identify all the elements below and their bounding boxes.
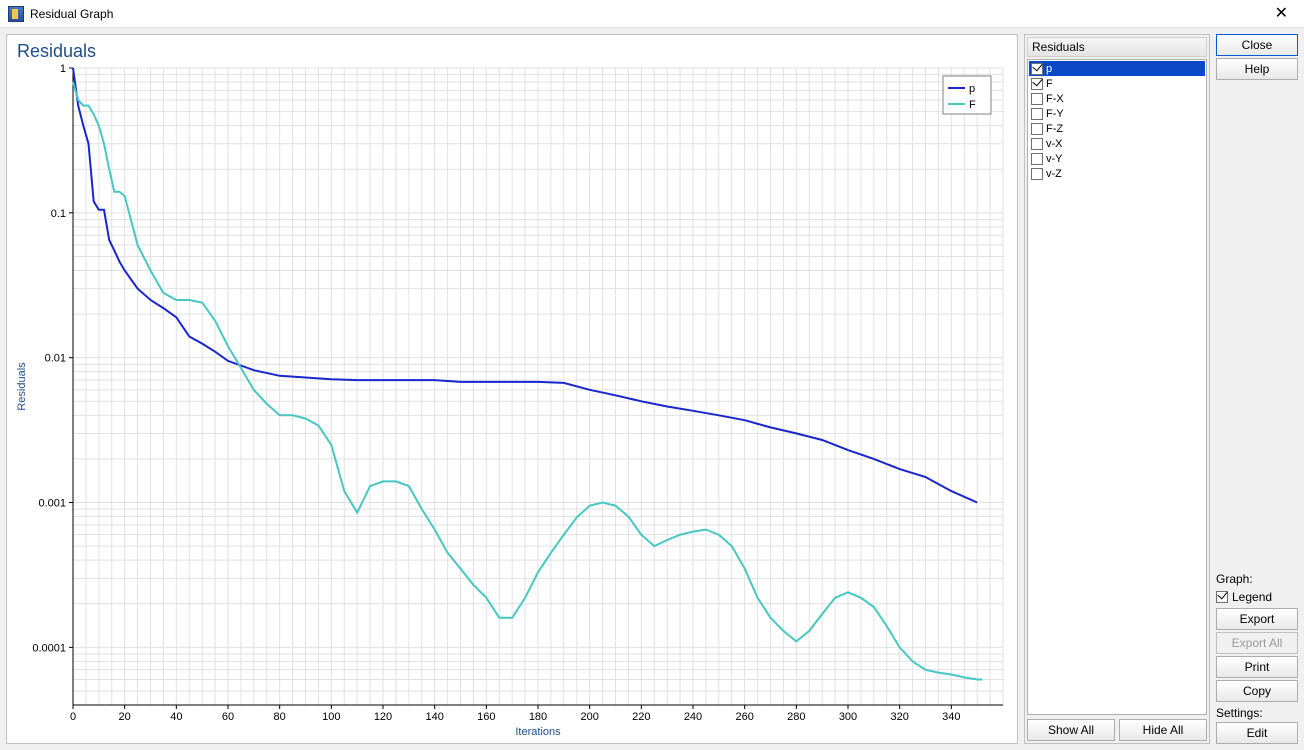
svg-text:120: 120 <box>374 711 392 723</box>
chart-area: 0 20 40 60 80 100 120 140 160 180 200 220 240 260 280 3… <box>11 64 1013 739</box>
checkbox-icon[interactable] <box>1031 138 1043 150</box>
checkbox-icon[interactable] <box>1031 168 1043 180</box>
checkbox-icon[interactable] <box>1031 63 1043 75</box>
svg-text:180: 180 <box>529 711 547 723</box>
legend-checkbox[interactable]: Legend <box>1216 588 1298 606</box>
legend-checkbox-label: Legend <box>1232 590 1272 604</box>
svg-text:40: 40 <box>170 711 182 723</box>
residual-item-v-z[interactable]: v-Z <box>1029 166 1205 181</box>
svg-text:140: 140 <box>425 711 443 723</box>
residual-item-f[interactable]: F <box>1029 76 1205 91</box>
residual-item-label: F-Z <box>1046 123 1203 135</box>
residual-item-p[interactable]: p <box>1029 61 1205 76</box>
residual-item-label: v-Y <box>1046 153 1203 165</box>
svg-text:100: 100 <box>322 711 340 723</box>
export-button[interactable]: Export <box>1216 608 1298 630</box>
print-button[interactable]: Print <box>1216 656 1298 678</box>
help-button[interactable]: Help <box>1216 58 1298 80</box>
svg-text:280: 280 <box>787 711 805 723</box>
svg-text:260: 260 <box>735 711 753 723</box>
checkbox-icon[interactable] <box>1031 108 1043 120</box>
svg-text:160: 160 <box>477 711 495 723</box>
residual-item-f-z[interactable]: F-Z <box>1029 121 1205 136</box>
settings-section-label: Settings: <box>1216 704 1298 720</box>
window-title: Residual Graph <box>30 7 113 21</box>
residual-item-label: F-X <box>1046 93 1203 105</box>
svg-text:20: 20 <box>119 711 131 723</box>
svg-text:0.1: 0.1 <box>51 208 66 220</box>
show-all-button[interactable]: Show All <box>1027 719 1115 741</box>
residual-item-f-x[interactable]: F-X <box>1029 91 1205 106</box>
export-all-button[interactable]: Export All <box>1216 632 1298 654</box>
residual-item-label: F-Y <box>1046 108 1203 120</box>
checkbox-icon[interactable] <box>1031 153 1043 165</box>
checkbox-icon[interactable] <box>1031 93 1043 105</box>
svg-text:Iterations: Iterations <box>515 726 561 738</box>
svg-text:F: F <box>969 99 976 111</box>
svg-text:0.0001: 0.0001 <box>32 642 66 654</box>
residual-item-label: p <box>1046 63 1203 75</box>
title-bar: Residual Graph ✕ <box>0 0 1304 28</box>
svg-text:200: 200 <box>580 711 598 723</box>
graph-section-label: Graph: <box>1216 570 1298 586</box>
svg-text:340: 340 <box>942 711 960 723</box>
svg-text:320: 320 <box>890 711 908 723</box>
svg-text:80: 80 <box>274 711 286 723</box>
svg-text:0: 0 <box>70 711 76 723</box>
svg-text:p: p <box>969 83 975 95</box>
close-button[interactable]: Close <box>1216 34 1298 56</box>
edit-settings-button[interactable]: Edit <box>1216 722 1298 744</box>
app-icon <box>8 6 24 22</box>
window-close-button[interactable]: ✕ <box>1263 2 1300 26</box>
right-button-column: Close Help Graph: Legend Export Export A… <box>1216 34 1298 744</box>
residuals-panel: Residuals pFF-XF-YF-Zv-Xv-Yv-Z Show All … <box>1024 34 1210 744</box>
residual-item-label: v-X <box>1046 138 1203 150</box>
hide-all-button[interactable]: Hide All <box>1119 719 1207 741</box>
checkbox-icon[interactable] <box>1031 123 1043 135</box>
residuals-panel-header: Residuals <box>1027 37 1207 57</box>
residual-item-v-x[interactable]: v-X <box>1029 136 1205 151</box>
copy-button[interactable]: Copy <box>1216 680 1298 702</box>
residual-item-label: F <box>1046 78 1203 90</box>
residual-item-f-y[interactable]: F-Y <box>1029 106 1205 121</box>
residual-item-label: v-Z <box>1046 168 1203 180</box>
checkbox-icon[interactable] <box>1031 78 1043 90</box>
svg-text:240: 240 <box>684 711 702 723</box>
window-body: Residuals 0 20 40 60 80 100 120 140 160 180 200 220… <box>0 28 1304 750</box>
svg-text:1: 1 <box>60 64 66 75</box>
chart-panel: Residuals 0 20 40 60 80 100 120 140 160 180 200 220… <box>6 34 1018 744</box>
residual-item-v-y[interactable]: v-Y <box>1029 151 1205 166</box>
residuals-chart: 0 20 40 60 80 100 120 140 160 180 200 220 240 260 280 3… <box>11 64 1013 739</box>
svg-text:300: 300 <box>839 711 857 723</box>
residuals-list[interactable]: pF F-X F-Y F-Z v-X v-Y v-Z <box>1027 59 1207 715</box>
svg-text:Residuals: Residuals <box>16 362 28 411</box>
svg-text:60: 60 <box>222 711 234 723</box>
svg-text:0.001: 0.001 <box>38 498 66 510</box>
svg-text:0.01: 0.01 <box>45 353 66 365</box>
svg-text:220: 220 <box>632 711 650 723</box>
checkbox-icon <box>1216 591 1228 603</box>
chart-title: Residuals <box>17 41 1013 62</box>
